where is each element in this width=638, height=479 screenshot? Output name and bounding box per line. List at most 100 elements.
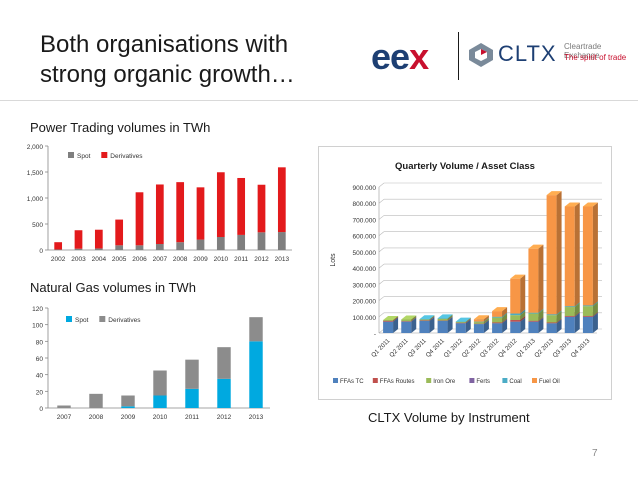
x-tick-label: 2008 (89, 414, 104, 421)
legend-label-ferts: Ferts (476, 379, 490, 385)
bar-derivatives (94, 229, 103, 249)
bar-ffas-tc (437, 320, 448, 333)
bar-ffas-tc (510, 321, 521, 333)
bar-side-ffas-tc (520, 317, 526, 333)
y-tick-label: 200.000 (353, 299, 377, 306)
bar-side-ffas-tc (411, 317, 417, 333)
bar-coal (546, 314, 557, 316)
cltx-logo-icon (469, 43, 493, 67)
power-volume-chart: 0 500 1,000 1,500 2,000 2002 2003 2004 2005 2006 2… (27, 144, 292, 263)
bar-derivatives (249, 317, 263, 342)
bar-side-iron-ore (538, 309, 544, 321)
bar-derivatives (185, 359, 199, 389)
x-tick-label: 2010 (153, 414, 168, 421)
bar-ffas-routes (564, 315, 575, 317)
bar-ffas-tc (473, 324, 484, 333)
bar-iron-ore (528, 313, 539, 321)
legend-swatch-fuel-oil (532, 378, 537, 383)
title-divider (0, 100, 638, 101)
bar-derivatives (155, 184, 164, 245)
bar-derivatives (257, 184, 266, 233)
bar-top-coal (419, 315, 435, 320)
bar-ffas-tc (582, 316, 593, 333)
legend-label-ffas-routes: FFAs Routes (380, 379, 415, 385)
bar-side-ffas-routes (447, 316, 453, 321)
bar-fuel-oil (582, 206, 593, 306)
bar-iron-ore (492, 317, 503, 323)
y-tick-label: - (374, 331, 376, 338)
gridline-side (378, 263, 385, 269)
legend-swatch-coal (502, 378, 508, 383)
bar-side-fuel-oil (520, 274, 526, 314)
bar-side-ffas-routes (465, 318, 471, 324)
y-tick-label: 600.000 (353, 234, 377, 241)
x-tick-label: 2009 (121, 414, 136, 421)
y-tick-label: 500 (32, 222, 43, 229)
legend-label-derivatives: Derivatives (110, 153, 143, 160)
bar-side-ffas-tc (465, 319, 471, 333)
bar-ffas-routes (528, 320, 539, 322)
bar-side-iron-ore (574, 303, 580, 316)
bar-iron-ore (401, 319, 412, 322)
bar-side-iron-ore (465, 317, 471, 323)
bar-spot (121, 406, 135, 408)
bar-iron-ore (419, 319, 430, 321)
eex-logo: eex (371, 36, 429, 78)
gridline-side (378, 182, 385, 188)
power-section-title: Power Trading volumes in TWh (30, 120, 211, 135)
bar-side-ffas-tc (502, 319, 508, 333)
legend-swatch-spot (68, 152, 74, 158)
legend-swatch-derivatives (99, 316, 106, 322)
bar-fuel-oil (564, 206, 575, 307)
bar-derivatives (216, 172, 225, 237)
y-tick-label: 40 (36, 373, 44, 380)
bar-side-coal (483, 317, 489, 323)
bar-ffas-tc (492, 323, 503, 333)
bar-side-ffas-tc (538, 317, 544, 333)
cltx-quarterly-volume-chart: Quarterly Volume / Asset Class Lots - 100.0… (330, 161, 602, 385)
x-tick-label: Q4 2013 (570, 337, 592, 359)
bar-side-ffas-routes (502, 318, 508, 324)
legend-label-spot: Spot (77, 153, 91, 160)
bar-ffas-tc (546, 323, 557, 333)
bar-top-coal (437, 314, 453, 319)
bar-spot (176, 242, 185, 250)
bar-derivatives (121, 395, 135, 407)
bar-side-iron-ore (592, 302, 598, 316)
bar-ffas-routes (546, 322, 557, 324)
gridline-side (378, 296, 385, 301)
bar-side-iron-ore (393, 316, 399, 321)
chart-title: Quarterly Volume / Asset Class (395, 161, 535, 172)
bar-side-ffas-tc (429, 316, 435, 333)
eex-logo-letter-e2: e (390, 36, 410, 77)
bar-side-coal (520, 309, 526, 316)
y-tick-label: 0 (39, 248, 43, 255)
bar-side-ffas-tc (393, 317, 399, 333)
y-tick-label: 800.000 (353, 201, 377, 208)
bar-derivatives (57, 405, 71, 408)
x-tick-label: 2011 (234, 256, 248, 263)
bar-spot (185, 388, 199, 408)
legend-label-fuel-oil: Fuel Oil (539, 379, 560, 385)
bar-side-coal (556, 310, 562, 316)
legend-label-spot: Spot (75, 317, 89, 324)
y-tick-label: 400.000 (353, 266, 377, 273)
bar-side-fuel-oil (538, 244, 544, 313)
gridline-side (378, 280, 385, 285)
bar-spot (237, 234, 246, 250)
gridline-side (378, 312, 385, 318)
bar-spot (277, 232, 286, 250)
bar-ffas-routes (383, 320, 394, 322)
bar-side-ffas-routes (411, 317, 417, 322)
y-tick-label: 100 (32, 323, 43, 330)
bar-top-fuel-oil (528, 244, 544, 249)
bar-side-fuel-oil (502, 307, 508, 317)
bar-iron-ore (510, 315, 521, 321)
bar-derivatives (135, 192, 144, 246)
slide-title: Both organisations with strong organic g… (40, 31, 295, 88)
bar-spot (115, 245, 124, 250)
y-tick-label: 1,500 (27, 170, 44, 177)
bar-iron-ore (564, 307, 575, 316)
bar-spot (196, 239, 205, 250)
legend-label-derivatives: Derivatives (108, 317, 141, 324)
